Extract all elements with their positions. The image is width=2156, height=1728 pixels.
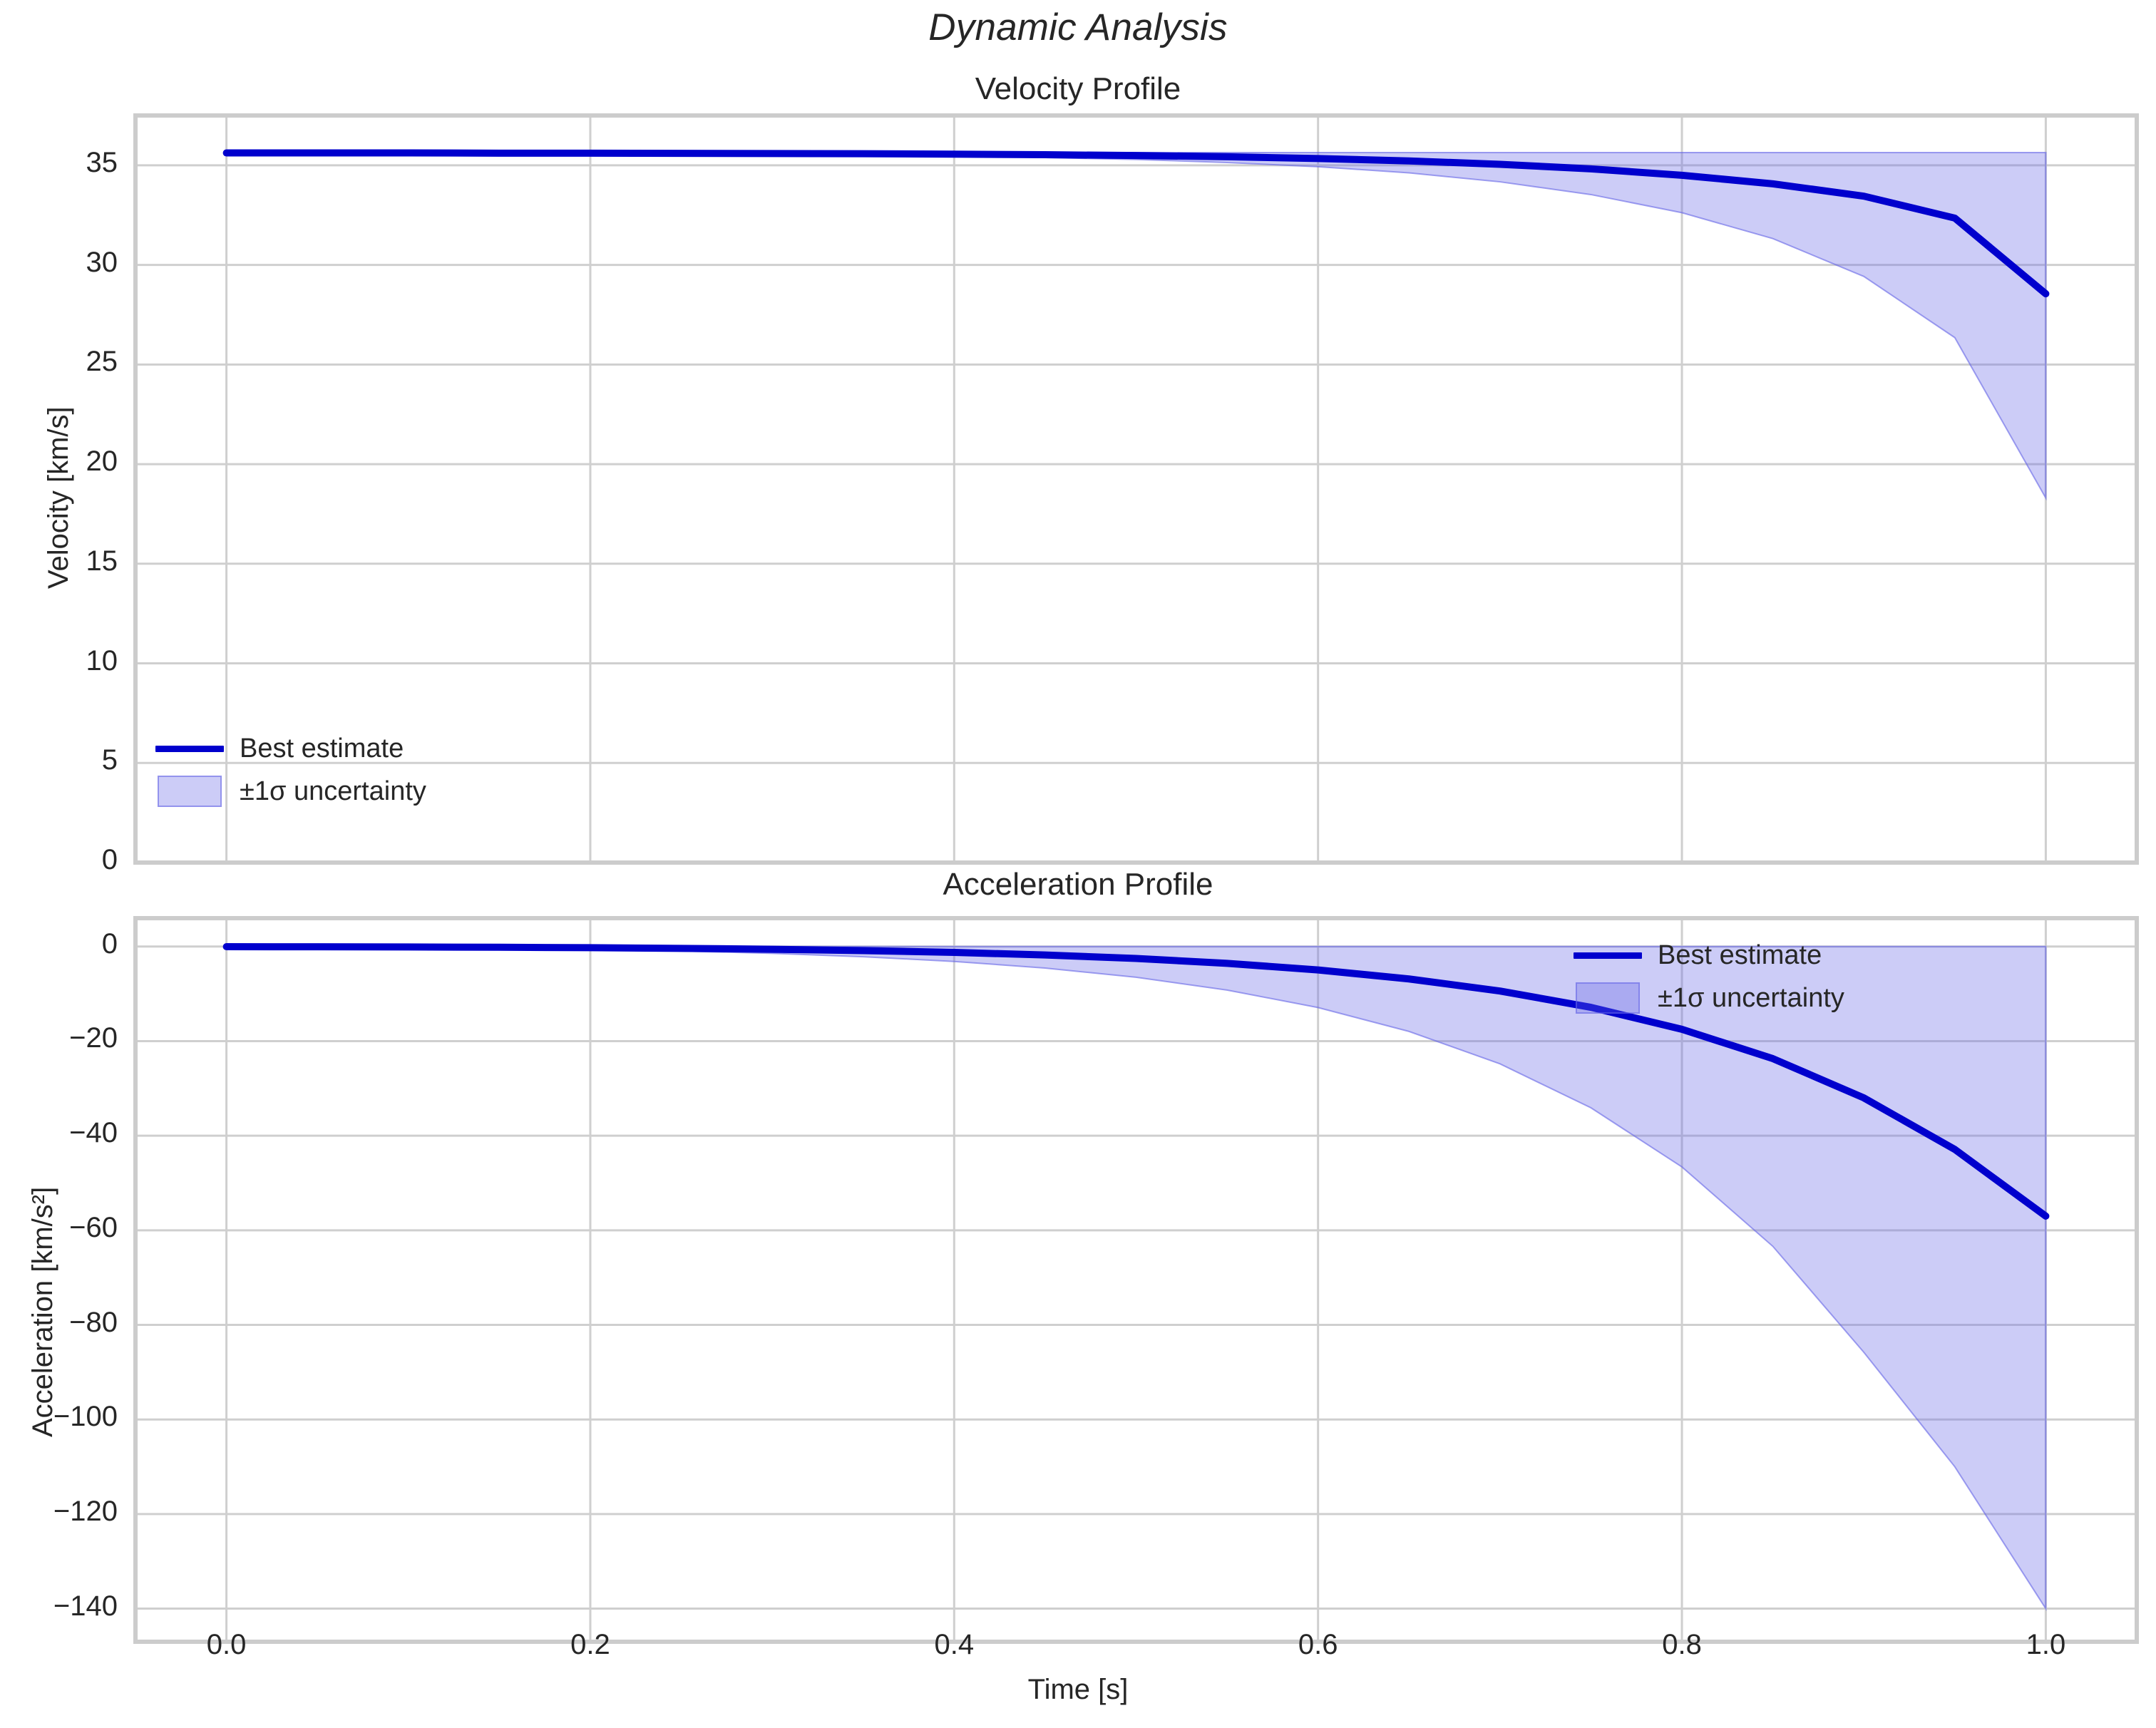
uncertainty-band <box>225 945 2047 1611</box>
legend-item-uncertainty: ±1σ uncertainty <box>155 770 426 813</box>
legend-item-best-estimate: Best estimate <box>1574 934 1844 977</box>
legend-label: ±1σ uncertainty <box>240 776 426 806</box>
plot-background <box>135 115 2137 863</box>
velocity-y-tick-label: 5 <box>101 744 118 776</box>
legend-label: ±1σ uncertainty <box>1658 982 1844 1013</box>
acceleration-plot-axes <box>0 905 2156 1697</box>
acceleration-y-tick-label: −80 <box>69 1306 118 1338</box>
acceleration-y-tick-label: −140 <box>53 1590 118 1622</box>
line-swatch-icon <box>155 732 224 765</box>
time-x-tick-label: 0.4 <box>934 1629 975 1660</box>
velocity-y-tick-label: 10 <box>86 644 118 677</box>
patch-swatch-icon <box>155 775 224 808</box>
legend-item-uncertainty: ±1σ uncertainty <box>1574 977 1844 1019</box>
acceleration-plot-legend: Best estimate ±1σ uncertainty <box>1574 934 1844 1019</box>
acceleration-y-tick-label: −120 <box>53 1495 118 1527</box>
velocity-y-tick-label: 0 <box>101 844 118 875</box>
time-x-tick-label: 0.0 <box>206 1629 247 1660</box>
velocity-plot-axes <box>0 107 2156 870</box>
velocity-y-tick-label: 15 <box>86 545 118 577</box>
patch-swatch-icon <box>1574 982 1642 1014</box>
figure-suptitle: Dynamic Analysis <box>928 6 1228 48</box>
time-x-tick-label: 0.6 <box>1298 1629 1338 1660</box>
time-x-tick-label: 1.0 <box>2026 1629 2066 1660</box>
velocity-subplot-title: Velocity Profile <box>975 71 1181 106</box>
gridlines <box>135 115 2137 864</box>
velocity-y-tick-label: 35 <box>86 146 118 178</box>
velocity-y-tick-label: 25 <box>86 346 118 378</box>
gridlines <box>135 918 2137 1642</box>
x-axis-label: Time [s] <box>1027 1674 1129 1705</box>
legend-item-best-estimate: Best estimate <box>155 727 426 770</box>
velocity-profile-svg <box>133 113 2139 865</box>
best-estimate-line <box>222 943 2050 1220</box>
acceleration-y-tick-label: −40 <box>69 1117 118 1149</box>
line-swatch-icon <box>1574 939 1642 972</box>
acceleration-y-tick-label: −60 <box>69 1211 118 1243</box>
legend-label: Best estimate <box>240 733 404 763</box>
axes-spines <box>133 916 2139 1644</box>
acceleration-profile-svg <box>133 916 2139 1644</box>
acceleration-y-tick-label: 0 <box>101 927 118 960</box>
plot-background <box>135 918 2137 1642</box>
velocity-plot-legend: Best estimate ±1σ uncertainty <box>155 727 426 813</box>
acceleration-subplot-title: Acceleration Profile <box>943 867 1213 902</box>
legend-label: Best estimate <box>1658 940 1822 970</box>
axes-spines <box>133 113 2139 865</box>
best-estimate-line <box>222 149 2050 298</box>
acceleration-y-tick-label: −100 <box>53 1401 118 1433</box>
acceleration-y-tick-label: −20 <box>69 1022 118 1054</box>
time-x-tick-label: 0.8 <box>1662 1629 1702 1660</box>
time-x-tick-label: 0.2 <box>570 1629 610 1660</box>
velocity-y-tick-label: 20 <box>86 446 118 478</box>
velocity-y-tick-label: 30 <box>86 246 118 278</box>
